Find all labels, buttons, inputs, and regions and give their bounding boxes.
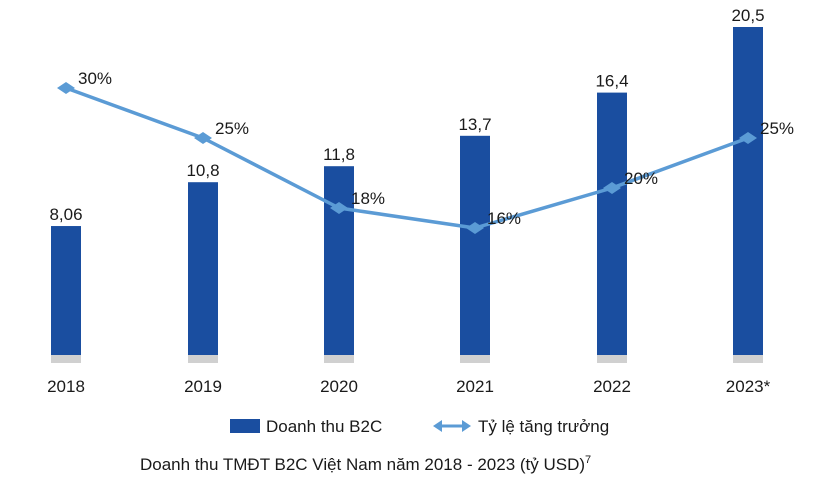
- legend: Doanh thu B2C Tỷ lệ tăng trưởng: [230, 417, 609, 436]
- growth-point-2022: [603, 182, 621, 194]
- bar-value-labels: 8,06 10,8 11,8 13,7 16,4 20,5: [49, 6, 764, 224]
- bar-series: [51, 27, 763, 363]
- legend-swatch-line: [433, 420, 471, 432]
- bar-2018: [51, 226, 81, 355]
- bar-label-2023*: 20,5: [731, 6, 764, 25]
- x-tick-2020: 2020: [320, 377, 358, 396]
- bar-2022: [597, 92, 627, 355]
- bar-label-2021: 13,7: [458, 115, 491, 134]
- x-axis-labels: 2018 2019 2020 2021 2022 2023*: [47, 377, 771, 396]
- bar-base-2021: [460, 355, 490, 363]
- x-tick-2018: 2018: [47, 377, 85, 396]
- bar-base-2023*: [733, 355, 763, 363]
- growth-line: [65, 86, 749, 230]
- legend-label-bar: Doanh thu B2C: [266, 417, 382, 436]
- x-tick-2021: 2021: [456, 377, 494, 396]
- growth-label-2018: 30%: [78, 69, 112, 88]
- growth-label-2019: 25%: [215, 119, 249, 138]
- bar-label-2018: 8,06: [49, 205, 82, 224]
- bar-base-2020: [324, 355, 354, 363]
- x-tick-2023*: 2023*: [726, 377, 771, 396]
- growth-value-labels: 30% 25% 18% 16% 20% 25%: [78, 69, 794, 228]
- bar-label-2020: 11,8: [323, 145, 355, 164]
- bar-2019: [188, 182, 218, 355]
- chart-title-superscript: 7: [585, 454, 591, 466]
- bar-label-2019: 10,8: [186, 161, 219, 180]
- growth-point-2021: [466, 222, 484, 234]
- chart-title: Doanh thu TMĐT B2C Việt Nam năm 2018 - 2…: [140, 454, 591, 474]
- bar-2021: [460, 135, 490, 355]
- legend-swatch-bar: [230, 419, 260, 433]
- legend-label-line: Tỷ lệ tăng trưởng: [478, 417, 609, 436]
- growth-line-series: [57, 82, 757, 234]
- bar-base-2022: [597, 355, 627, 363]
- x-tick-2022: 2022: [593, 377, 631, 396]
- growth-label-2022: 20%: [624, 169, 658, 188]
- bar-2023*: [733, 27, 763, 355]
- growth-point-2019: [194, 132, 212, 144]
- bar-base-2019: [188, 355, 218, 363]
- bar-label-2022: 16,4: [595, 72, 628, 91]
- growth-point-2020: [330, 202, 348, 214]
- chart-title-text: Doanh thu TMĐT B2C Việt Nam năm 2018 - 2…: [140, 455, 585, 474]
- growth-point-2018: [57, 82, 75, 94]
- bar-2020: [324, 166, 354, 355]
- growth-point-2023*: [739, 132, 757, 144]
- x-tick-2019: 2019: [184, 377, 222, 396]
- bar-base-2018: [51, 355, 81, 363]
- growth-label-2023*: 25%: [760, 119, 794, 138]
- growth-label-2020: 18%: [351, 189, 385, 208]
- growth-label-2021: 16%: [487, 209, 521, 228]
